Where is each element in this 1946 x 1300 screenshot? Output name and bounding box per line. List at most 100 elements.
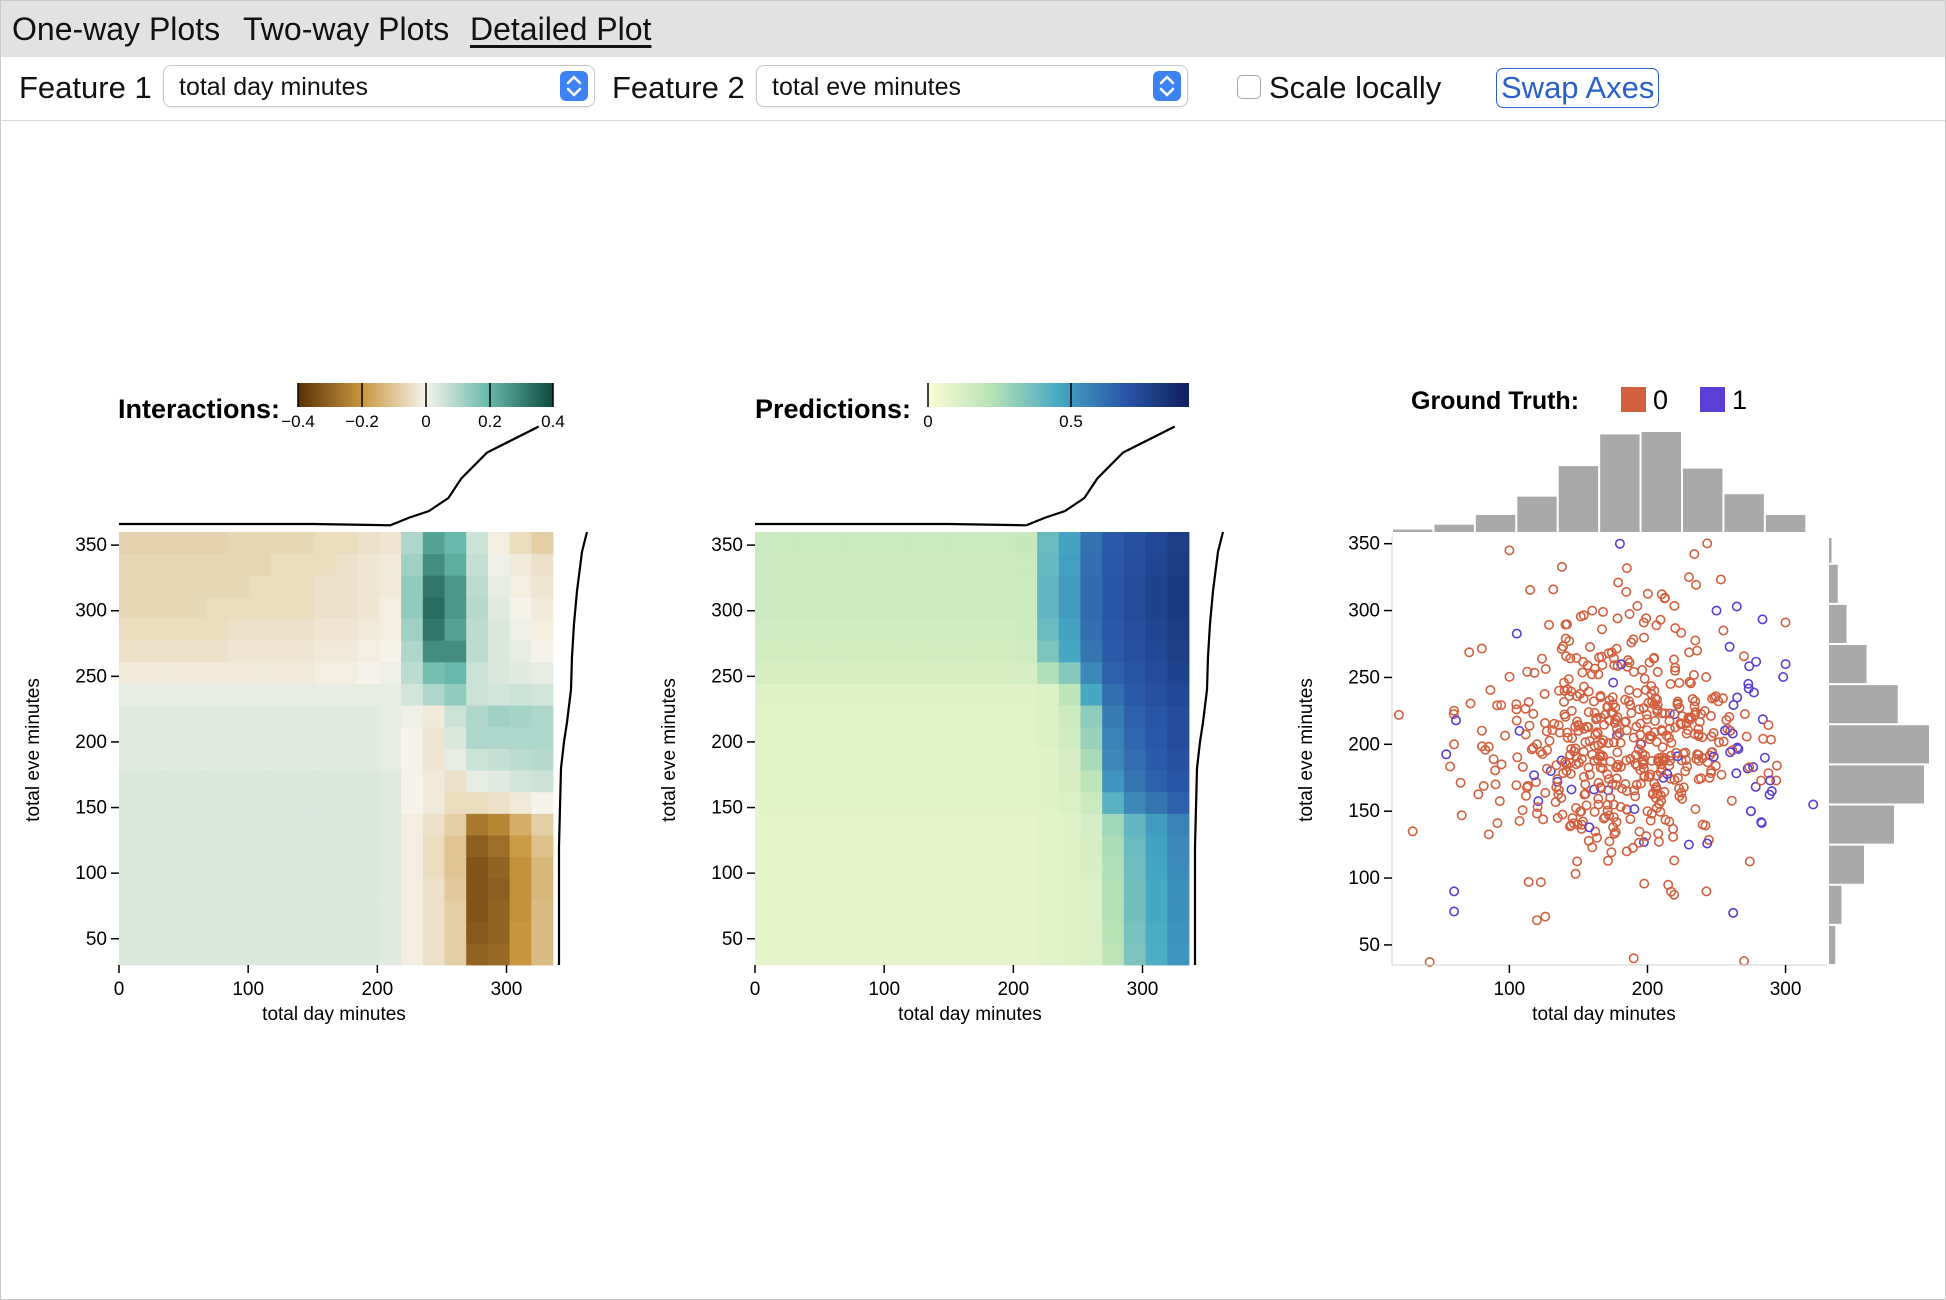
heatmap-cell xyxy=(1058,791,1081,814)
scatter-point xyxy=(1669,654,1680,665)
heatmap-cell xyxy=(292,748,315,771)
heatmap-cell xyxy=(1145,640,1168,663)
scatter-point xyxy=(1532,808,1543,819)
heatmap-cell xyxy=(292,532,315,555)
scatter-point xyxy=(1628,634,1639,645)
heatmap-cell xyxy=(314,856,337,879)
heatmap-cell xyxy=(357,575,380,598)
scatter-point xyxy=(1589,784,1600,795)
heatmap-cell xyxy=(314,726,337,749)
scatter-point xyxy=(1670,662,1681,673)
x-tick-label: 300 xyxy=(1770,979,1802,1000)
heatmap-cell xyxy=(1037,921,1060,944)
heatmap-cell xyxy=(1123,661,1146,684)
scatter-point xyxy=(1538,814,1549,825)
scatter-point xyxy=(1666,886,1677,897)
scatter-point xyxy=(1613,759,1624,770)
heatmap-cell xyxy=(249,618,272,641)
scale-locally-label: Scale locally xyxy=(1269,70,1442,105)
heatmap-cell xyxy=(379,791,402,814)
scatter-point xyxy=(1683,572,1694,583)
heatmap-cell xyxy=(184,683,207,706)
heatmap-cell xyxy=(798,553,821,576)
heatmap-cell xyxy=(531,943,554,966)
scatter-point xyxy=(1611,762,1622,773)
heatmap-cell xyxy=(314,770,337,793)
heatmap-cell xyxy=(820,878,843,901)
scatter-point xyxy=(1424,956,1435,967)
heatmap-cell xyxy=(1015,900,1038,923)
scatter-point xyxy=(1476,643,1487,654)
scatter-point xyxy=(1492,700,1503,711)
heatmap-cell xyxy=(205,553,228,576)
scatter-point xyxy=(1566,705,1577,716)
scatter-point xyxy=(1579,681,1590,692)
x-tick-label: 200 xyxy=(1632,979,1664,1000)
heatmap-cell xyxy=(906,856,929,879)
heatmap-cell xyxy=(1102,575,1125,598)
heatmap-cell xyxy=(972,813,995,836)
heatmap-cell xyxy=(270,835,293,858)
feature2-select[interactable]: total eve minutes xyxy=(756,65,1188,107)
heatmap-cell xyxy=(906,921,929,944)
heatmap-cell xyxy=(140,532,163,555)
tab-two-way-plots[interactable]: Two-way Plots xyxy=(243,11,450,47)
heatmap-cell xyxy=(401,596,424,619)
heatmap-cell xyxy=(928,726,951,749)
tab-one-way-plots[interactable]: One-way Plots xyxy=(12,11,221,47)
heatmap-cell xyxy=(119,532,142,555)
scatter-point xyxy=(1676,627,1687,638)
heatmap-cell xyxy=(184,726,207,749)
scale-locally-checkbox[interactable] xyxy=(1237,75,1261,99)
heatmap-cell xyxy=(1145,661,1168,684)
heatmap-cell xyxy=(1123,835,1146,858)
scatter-point xyxy=(1725,747,1736,758)
heatmap-cell xyxy=(487,921,510,944)
interactions-legend-tick: −0.4 xyxy=(281,412,315,431)
scatter-point xyxy=(1504,671,1515,682)
heatmap-cell xyxy=(531,900,554,923)
heatmap-cell xyxy=(972,921,995,944)
heatmap-cell xyxy=(162,921,185,944)
heatmap-cell xyxy=(401,921,424,944)
heatmap-cell xyxy=(1015,683,1038,706)
heatmap-cell xyxy=(1037,856,1060,879)
heatmap-cell xyxy=(270,575,293,598)
scatter-point xyxy=(1634,837,1645,848)
scatter-point xyxy=(1637,664,1648,675)
heatmap-cell xyxy=(1123,770,1146,793)
heatmap-cell xyxy=(993,618,1016,641)
heatmap-cell xyxy=(1080,770,1103,793)
heatmap-cell xyxy=(1123,726,1146,749)
heatmap-cell xyxy=(906,705,929,728)
heatmap-cell xyxy=(422,683,445,706)
feature1-select[interactable]: total day minutes xyxy=(163,65,595,107)
heatmap-cell xyxy=(205,532,228,555)
scatter-point xyxy=(1706,710,1717,721)
heatmap-cell xyxy=(466,596,489,619)
heatmap-cell xyxy=(798,900,821,923)
y-tick-label: 100 xyxy=(75,863,107,884)
histogram-bar xyxy=(1517,496,1557,532)
tab-detailed-plot[interactable]: Detailed Plot xyxy=(470,11,652,47)
heatmap-cell xyxy=(841,813,864,836)
heatmap-cell xyxy=(357,726,380,749)
scatter-point xyxy=(1771,760,1782,771)
scatter-point xyxy=(1660,708,1671,719)
heatmap-cell xyxy=(292,596,315,619)
heatmap-cell xyxy=(1037,661,1060,684)
heatmap-cell xyxy=(950,791,973,814)
heatmap-cell xyxy=(1145,856,1168,879)
scatter-point xyxy=(1591,714,1602,725)
heatmap-cell xyxy=(379,661,402,684)
heatmap-cell xyxy=(863,618,886,641)
heatmap-cell xyxy=(227,553,250,576)
scatter-point xyxy=(1583,722,1594,733)
heatmap-cell xyxy=(820,813,843,836)
scatter-point xyxy=(1669,600,1680,611)
swap-axes-button[interactable]: Swap Axes xyxy=(1496,68,1660,108)
scatter-point xyxy=(1586,669,1597,680)
heatmap-cell xyxy=(184,748,207,771)
heatmap-cell xyxy=(1015,705,1038,728)
heatmap-cell xyxy=(841,791,864,814)
